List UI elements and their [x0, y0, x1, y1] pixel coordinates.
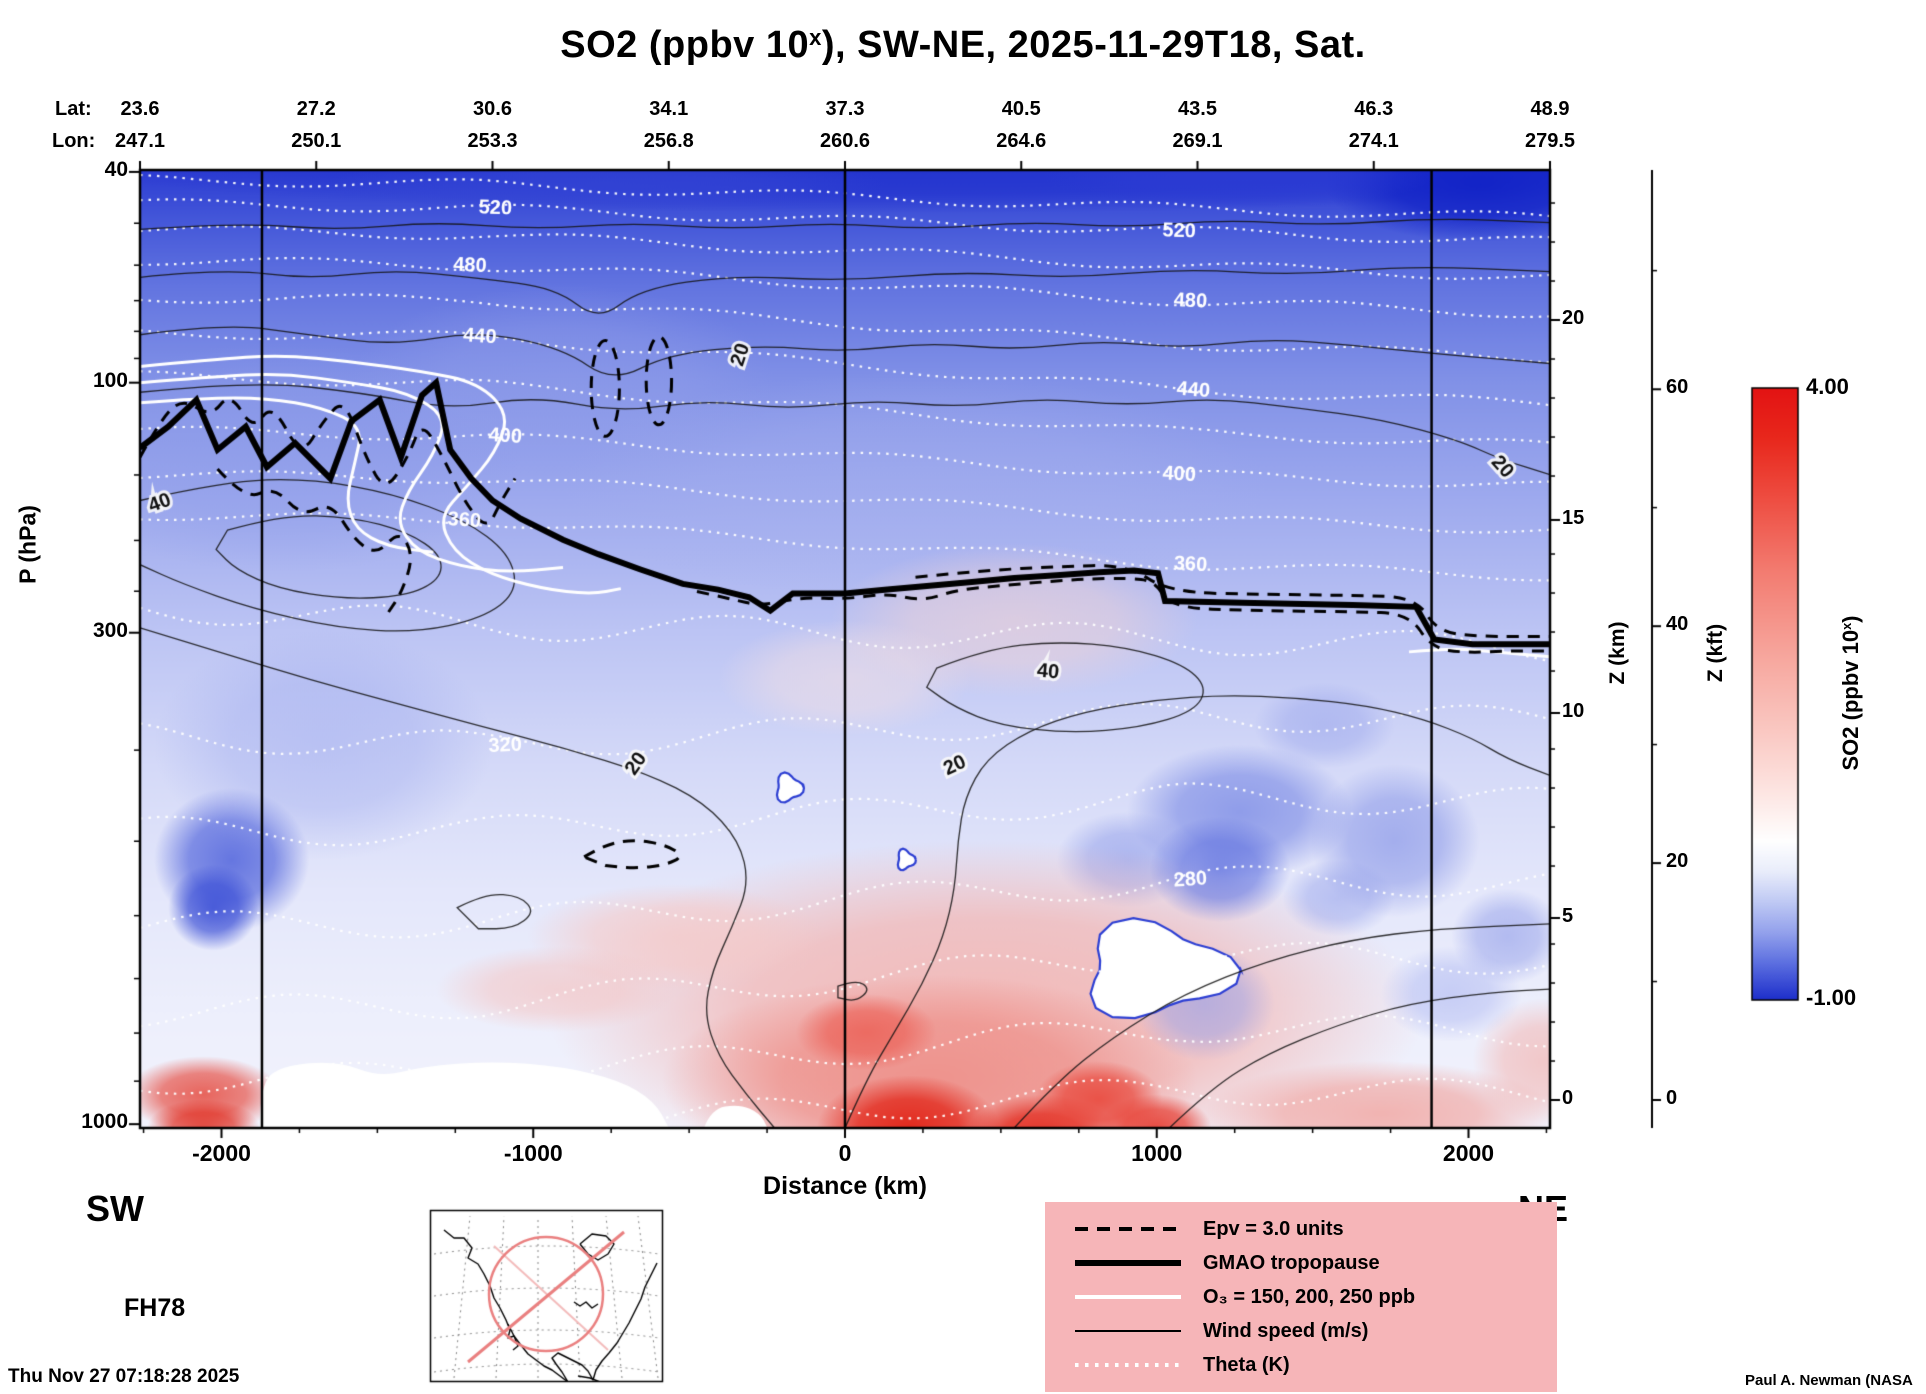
lat-row-label: Lat: — [55, 98, 92, 120]
legend: Epv = 3.0 units GMAO tropopause O₃ = 150… — [1045, 1202, 1557, 1392]
pressure-tick-label: 100 — [92, 368, 128, 392]
wind-line-sample — [1075, 1330, 1181, 1332]
z-kft-axis-title-text: Z (kft) — [1704, 623, 1727, 683]
x-axis-title-text: Distance (km) — [763, 1172, 927, 1200]
legend-label-epv: Epv = 3.0 units — [1203, 1217, 1344, 1240]
lon-tick-label: 264.6 — [996, 130, 1047, 152]
generation-timestamp: Thu Nov 27 07:18:28 2025 — [8, 1366, 240, 1387]
lon-tick-label: 256.8 — [643, 130, 694, 152]
legend-item-tropopause: GMAO tropopause — [1045, 1246, 1557, 1280]
pressure-axis-title-text: P (hPa) — [14, 505, 41, 584]
chart-title: SO2 (ppbv 10x), SW-NE, 2025-11-29T18, Sa… — [0, 24, 1926, 67]
legend-item-theta: Theta (K) — [1045, 1348, 1557, 1382]
legend-label-ozone: O₃ = 150, 200, 250 ppb — [1203, 1285, 1416, 1308]
z-km-tick-label: 5 — [1562, 905, 1574, 927]
pressure-tick-label: 40 — [104, 157, 128, 181]
x-axis-title: Distance (km) — [645, 1172, 1045, 1201]
tropopause-line-sample — [1075, 1259, 1181, 1267]
colorbar-title-prefix: SO2 (ppbv 10 — [1838, 629, 1863, 771]
legend-item-wind: Wind speed (m/s) — [1045, 1314, 1557, 1348]
z-kft-axis-title: Z (kft) — [1704, 543, 1728, 763]
legend-label-tropopause: GMAO tropopause — [1203, 1251, 1380, 1274]
lat-tick-label: 37.3 — [825, 98, 865, 120]
legend-label-theta: Theta (K) — [1203, 1353, 1290, 1376]
lon-row-label: Lon: — [52, 130, 96, 152]
distance-tick-label: 0 — [838, 1140, 852, 1166]
legend-item-epv: Epv = 3.0 units — [1045, 1212, 1557, 1246]
pressure-tick-label: 1000 — [81, 1110, 128, 1134]
z-kft-tick-label: 20 — [1666, 850, 1689, 873]
z-kft-tick-label: 40 — [1666, 613, 1689, 636]
z-km-axis-title-text: Z (km) — [1606, 621, 1629, 685]
forecast-hour-label: FH78 — [124, 1294, 186, 1322]
distance-tick-label: -1000 — [503, 1140, 563, 1166]
colorbar-min-label: -1.00 — [1806, 985, 1857, 1010]
distance-tick-label: -2000 — [192, 1140, 251, 1166]
lat-tick-label: 27.2 — [296, 98, 336, 120]
colorbar-title-superscript: x — [1838, 622, 1854, 630]
ozone-line-sample — [1075, 1294, 1181, 1300]
lon-tick-label: 274.1 — [1348, 130, 1399, 152]
chart-title-superscript: x — [809, 24, 822, 50]
colorbar-title: SO2 (ppbv 10x) — [1838, 523, 1864, 863]
z-kft-tick-label: 60 — [1666, 376, 1689, 399]
z-km-tick-label: 10 — [1562, 699, 1585, 722]
distance-tick-label: 1000 — [1131, 1140, 1183, 1166]
pressure-axis-title: P (hPa) — [15, 435, 42, 655]
chart-title-suffix: ), SW-NE, 2025-11-29T18, Sat. — [821, 24, 1366, 66]
distance-tick-label: 2000 — [1442, 1140, 1495, 1166]
colorbar-max-label: 4.00 — [1806, 374, 1849, 399]
lat-tick-label: 23.6 — [120, 98, 160, 120]
lat-tick-label: 43.5 — [1178, 98, 1217, 120]
credit-text: Paul A. Newman (NASA — [1745, 1372, 1913, 1389]
sw-endpoint-label: SW — [86, 1188, 144, 1229]
lon-tick-label: 250.1 — [291, 130, 342, 152]
lon-tick-label: 279.5 — [1524, 130, 1576, 152]
legend-label-wind: Wind speed (m/s) — [1203, 1319, 1369, 1342]
lon-tick-label: 247.1 — [114, 130, 166, 152]
lat-tick-label: 48.9 — [1530, 98, 1570, 120]
z-km-tick-label: 15 — [1562, 506, 1585, 529]
lat-tick-label: 46.3 — [1354, 98, 1394, 120]
z-km-tick-label: 20 — [1562, 307, 1585, 330]
lon-tick-label: 253.3 — [467, 130, 518, 152]
lon-tick-label: 260.6 — [819, 130, 871, 152]
pressure-tick-label: 300 — [92, 618, 128, 642]
epv-dashed-line-sample — [1075, 1227, 1181, 1231]
lat-tick-label: 40.5 — [1001, 98, 1041, 120]
z-kft-tick-label: 0 — [1666, 1087, 1678, 1110]
legend-item-ozone: O₃ = 150, 200, 250 ppb — [1045, 1280, 1557, 1314]
colorbar-title-suffix: ) — [1838, 615, 1863, 623]
theta-dotted-line-sample — [1075, 1363, 1181, 1367]
z-km-axis-title: Z (km) — [1606, 543, 1630, 763]
lat-tick-label: 34.1 — [649, 98, 689, 120]
lon-tick-label: 269.1 — [1172, 130, 1223, 152]
chart-title-prefix: SO2 (ppbv 10 — [560, 24, 810, 66]
lat-tick-label: 30.6 — [473, 98, 512, 120]
z-km-tick-label: 0 — [1562, 1087, 1574, 1110]
